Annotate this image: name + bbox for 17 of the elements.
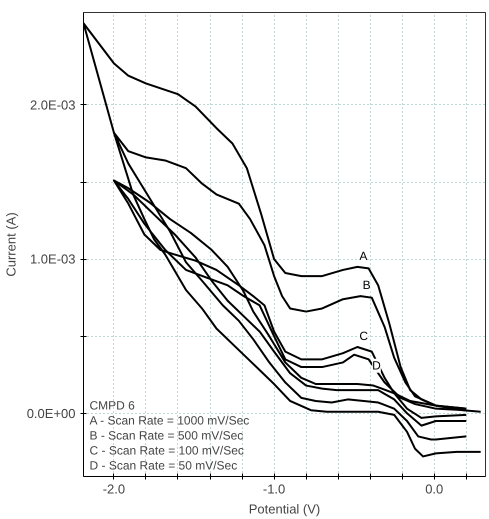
x-tick-label: -1.0 [262,482,286,496]
annotation: A - Scan Rate = 1000 mV/Sec [90,414,250,428]
annotation: D - Scan Rate = 50 mV/Sec [90,458,238,472]
x-axis-title: Potential (V) [248,502,320,516]
x-tick-label: 0.0 [425,482,444,496]
series-label: A [359,248,368,263]
series-label: C [359,329,368,344]
y-tick-label: 1.0E-03 [30,252,76,267]
x-tick-label: -2.0 [102,482,126,496]
series-label: D [372,358,382,373]
annotation: B - Scan Rate = 500 mV/Sec [90,428,244,442]
series-label: B [362,278,371,292]
annotation: CMPD 6 [90,398,136,412]
y-axis-title: Current (A) [4,212,19,277]
y-tick-label: 2.0E-03 [30,97,76,112]
annotation: C - Scan Rate = 100 mV/Sec [90,444,244,458]
y-tick-label: 0.0E+00 [26,406,76,421]
